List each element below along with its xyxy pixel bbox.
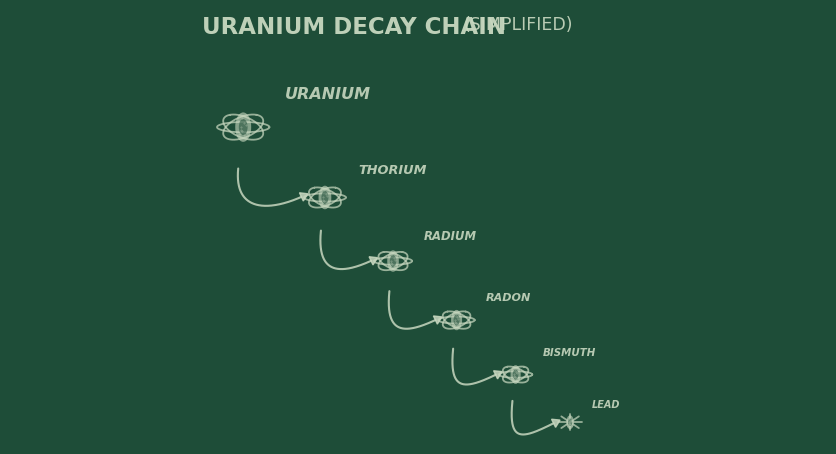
Ellipse shape xyxy=(387,250,399,272)
Text: URANIUM: URANIUM xyxy=(285,87,371,102)
Text: LEAD: LEAD xyxy=(592,400,620,410)
Ellipse shape xyxy=(319,186,331,209)
Ellipse shape xyxy=(239,119,247,135)
Text: URANIUM DECAY CHAIN: URANIUM DECAY CHAIN xyxy=(202,16,507,39)
Ellipse shape xyxy=(235,113,251,142)
Polygon shape xyxy=(299,193,308,201)
Ellipse shape xyxy=(566,415,573,429)
Text: BISMUTH: BISMUTH xyxy=(543,349,596,359)
Polygon shape xyxy=(369,257,378,265)
Polygon shape xyxy=(433,316,442,324)
Ellipse shape xyxy=(451,310,462,330)
Polygon shape xyxy=(493,371,502,379)
Text: THORIUM: THORIUM xyxy=(359,164,427,177)
Text: (SIMPLIFIED): (SIMPLIFIED) xyxy=(463,16,573,34)
Ellipse shape xyxy=(512,370,518,380)
Ellipse shape xyxy=(511,365,521,384)
Text: RADON: RADON xyxy=(486,292,531,303)
Text: RADIUM: RADIUM xyxy=(423,230,477,242)
Ellipse shape xyxy=(321,191,329,204)
Ellipse shape xyxy=(568,419,572,426)
Ellipse shape xyxy=(454,315,460,326)
Polygon shape xyxy=(552,419,560,427)
Ellipse shape xyxy=(390,255,396,267)
